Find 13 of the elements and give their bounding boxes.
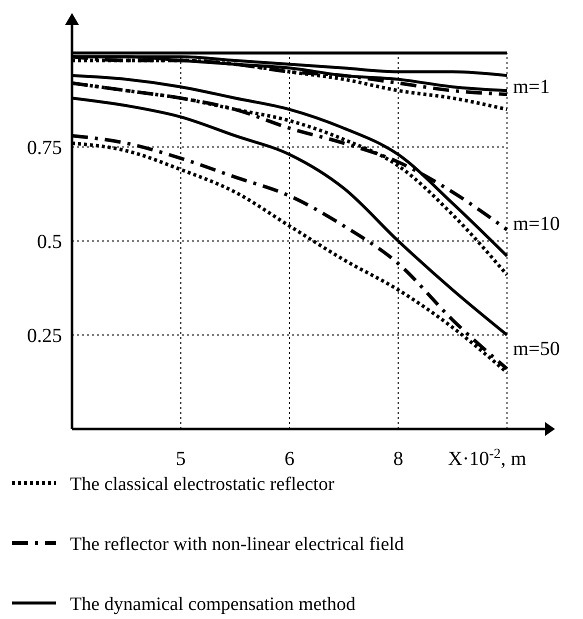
x-tick-label: 5 bbox=[176, 448, 186, 470]
y-tick-label: 0.75 bbox=[27, 137, 62, 159]
text: m=1 bbox=[513, 76, 550, 98]
x-tick-label: 6 bbox=[284, 448, 294, 470]
legend-label: The classical electrostatic reflector bbox=[70, 474, 335, 495]
x-tick-label: 8 bbox=[393, 448, 404, 470]
legend-label: The reflector with non-linear electrical field bbox=[70, 534, 404, 555]
text: m=50 bbox=[513, 338, 560, 360]
legend-label: The dynamical compensation method bbox=[70, 594, 356, 615]
y-tick-label: 0.25 bbox=[27, 325, 62, 347]
text: m=10 bbox=[513, 213, 560, 235]
y-tick-label: 0.5 bbox=[37, 231, 62, 253]
x-axis-title: X·10$^{-2}$, m bbox=[448, 446, 527, 470]
